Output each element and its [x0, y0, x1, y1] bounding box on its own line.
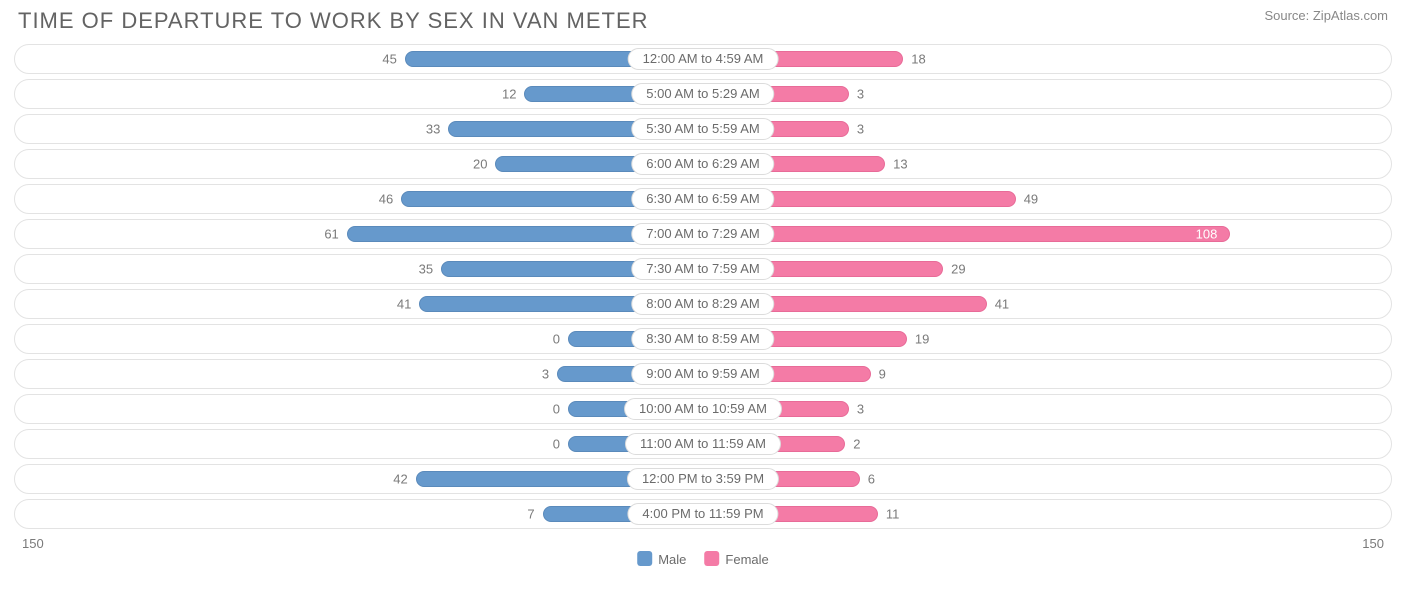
chart-row: 8:30 AM to 8:59 AM 0 19	[14, 324, 1392, 354]
male-value: 42	[393, 472, 407, 487]
male-value: 41	[397, 297, 411, 312]
female-bar	[703, 226, 1230, 242]
female-swatch	[704, 551, 719, 566]
female-value: 3	[857, 87, 864, 102]
chart-row: 11:00 AM to 11:59 AM 0 2	[14, 429, 1392, 459]
chart-row: 12:00 AM to 4:59 AM 45 18	[14, 44, 1392, 74]
legend-male: Male	[637, 551, 686, 567]
axis-right-max: 150	[1362, 536, 1384, 551]
row-time-label: 11:00 AM to 11:59 AM	[625, 433, 781, 455]
chart-row: 7:00 AM to 7:29 AM 61 108	[14, 219, 1392, 249]
female-value: 3	[857, 122, 864, 137]
chart-row: 8:00 AM to 8:29 AM 41 41	[14, 289, 1392, 319]
source-attribution: Source: ZipAtlas.com	[1264, 8, 1388, 23]
female-value: 18	[911, 52, 925, 67]
row-time-label: 4:00 PM to 11:59 PM	[627, 503, 778, 525]
chart-row: 10:00 AM to 10:59 AM 0 3	[14, 394, 1392, 424]
row-time-label: 7:00 AM to 7:29 AM	[631, 223, 774, 245]
row-time-label: 7:30 AM to 7:59 AM	[631, 258, 774, 280]
row-time-label: 8:00 AM to 8:29 AM	[631, 293, 774, 315]
male-value: 0	[553, 332, 560, 347]
header: TIME OF DEPARTURE TO WORK BY SEX IN VAN …	[0, 0, 1406, 44]
row-time-label: 5:30 AM to 5:59 AM	[631, 118, 774, 140]
male-value: 20	[473, 157, 487, 172]
row-time-label: 9:00 AM to 9:59 AM	[631, 363, 774, 385]
chart-row: 5:30 AM to 5:59 AM333	[14, 114, 1392, 144]
female-value: 29	[951, 262, 965, 277]
male-value: 46	[379, 192, 393, 207]
chart-row: 5:00 AM to 5:29 AM 12 3	[14, 79, 1392, 109]
legend-female-label: Female	[725, 552, 768, 567]
female-value: 13	[893, 157, 907, 172]
chart-row: 6:00 AM to 6:29 AM 20 13	[14, 149, 1392, 179]
male-value: 33	[426, 122, 440, 137]
female-value: 11	[886, 507, 900, 522]
row-time-label: 5:00 AM to 5:29 AM	[631, 83, 774, 105]
female-value: 2	[853, 437, 860, 452]
female-value: 6	[868, 472, 875, 487]
male-value: 12	[502, 87, 516, 102]
axis-left-max: 150	[22, 536, 44, 551]
male-value: 35	[419, 262, 433, 277]
male-value: 3	[542, 367, 549, 382]
male-value: 45	[382, 52, 396, 67]
chart-footer: 150 150 Male Female	[0, 534, 1406, 556]
chart-row: 6:30 AM to 6:59 AM 46 49	[14, 184, 1392, 214]
female-value: 19	[915, 332, 929, 347]
legend-male-label: Male	[658, 552, 686, 567]
male-value: 61	[324, 227, 338, 242]
female-value: 3	[857, 402, 864, 417]
male-swatch	[637, 551, 652, 566]
chart-row: 4:00 PM to 11:59 PM 7 11	[14, 499, 1392, 529]
row-time-label: 10:00 AM to 10:59 AM	[624, 398, 782, 420]
row-time-label: 6:30 AM to 6:59 AM	[631, 188, 774, 210]
chart-title: TIME OF DEPARTURE TO WORK BY SEX IN VAN …	[18, 8, 649, 34]
chart-row: 9:00 AM to 9:59 AM 3 9	[14, 359, 1392, 389]
female-value: 41	[995, 297, 1009, 312]
diverging-bar-chart: 12:00 AM to 4:59 AM 45 18 5:00 AM to 5:29 A…	[0, 44, 1406, 529]
female-value: 108	[1196, 227, 1218, 242]
chart-row: 7:30 AM to 7:59 AM 35 29	[14, 254, 1392, 284]
female-value: 49	[1024, 192, 1038, 207]
female-value: 9	[879, 367, 886, 382]
chart-row: 12:00 PM to 3:59 PM 42 6	[14, 464, 1392, 494]
row-time-label: 8:30 AM to 8:59 AM	[631, 328, 774, 350]
x-axis: 150 150	[0, 534, 1406, 551]
row-time-label: 6:00 AM to 6:29 AM	[631, 153, 774, 175]
row-time-label: 12:00 PM to 3:59 PM	[627, 468, 779, 490]
legend-female: Female	[704, 551, 768, 567]
male-value: 0	[553, 437, 560, 452]
row-time-label: 12:00 AM to 4:59 AM	[628, 48, 779, 70]
male-value: 7	[527, 507, 534, 522]
legend: Male Female	[637, 551, 769, 567]
male-value: 0	[553, 402, 560, 417]
